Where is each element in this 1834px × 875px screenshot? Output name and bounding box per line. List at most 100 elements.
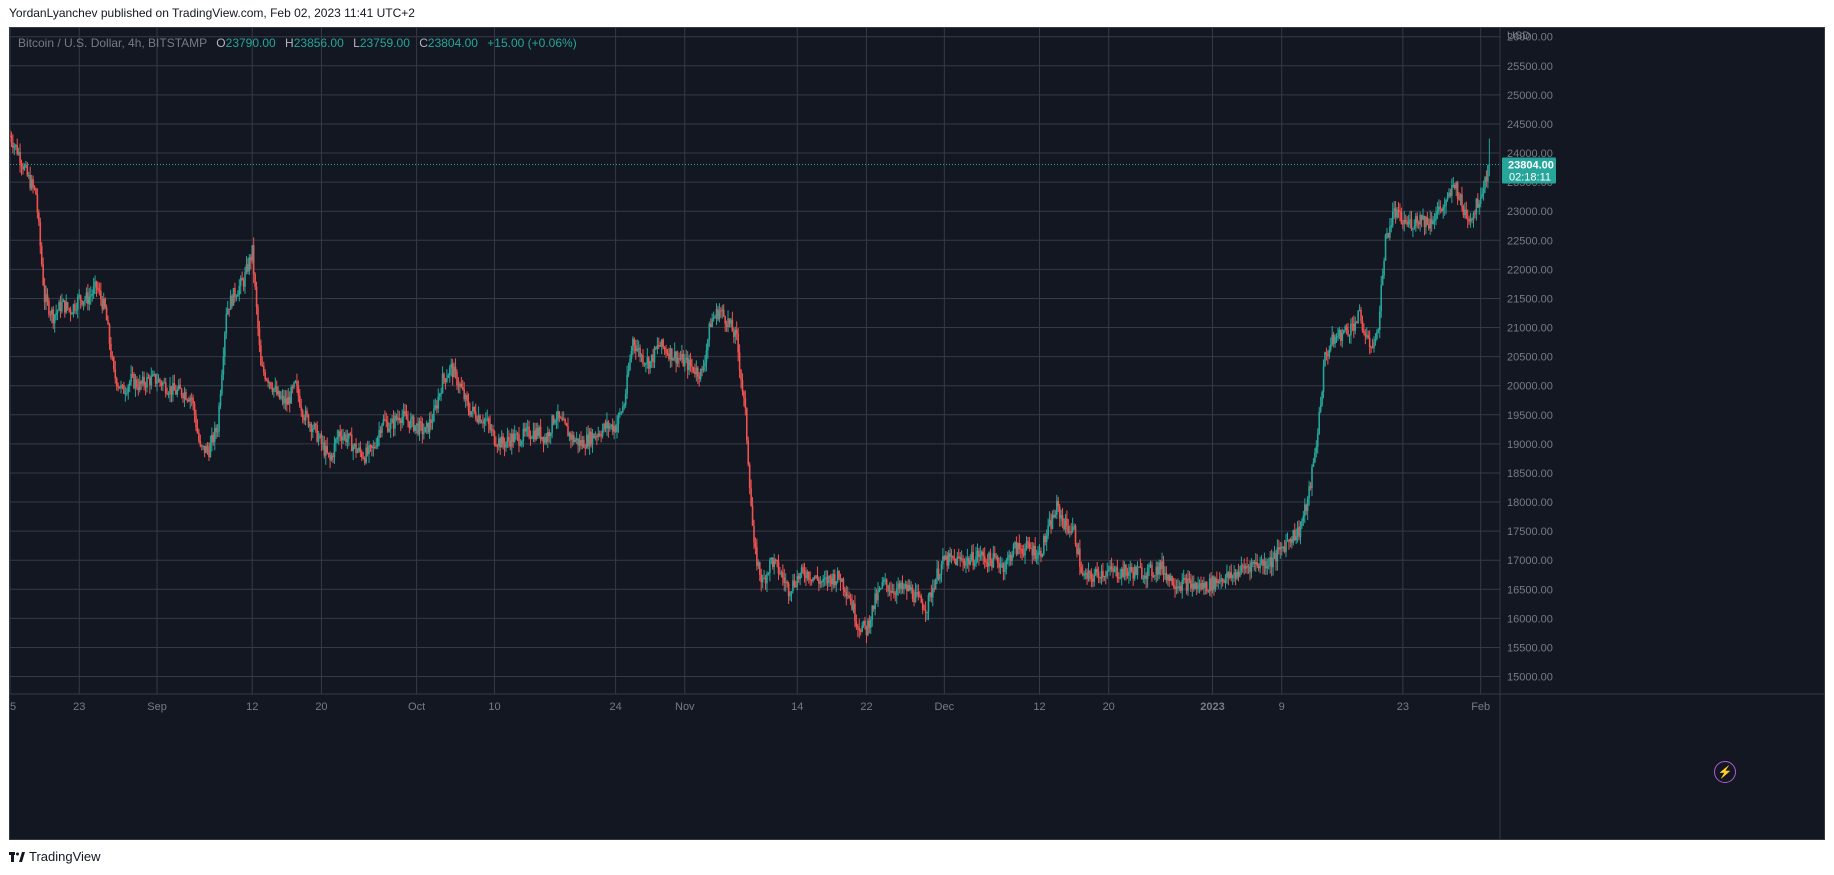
candle-body bbox=[123, 385, 125, 394]
candle-body bbox=[296, 381, 298, 386]
candlestick-chart[interactable]: 15000.00 15500.00 16000.00 16500.00 17000.00… bbox=[10, 28, 1825, 840]
candle-body bbox=[999, 564, 1002, 568]
candle-body bbox=[33, 186, 36, 189]
candle-body bbox=[881, 582, 884, 588]
candle-body bbox=[179, 384, 181, 389]
candle-body bbox=[630, 350, 633, 360]
candle-body bbox=[745, 408, 748, 441]
candle-body bbox=[763, 577, 765, 579]
candle-body bbox=[1096, 569, 1098, 572]
candle-body bbox=[943, 556, 946, 560]
candle-body bbox=[792, 580, 794, 592]
chart-pane[interactable]: 15000.00 15500.00 16000.00 16500.00 17000.00… bbox=[9, 27, 1825, 840]
candle-body bbox=[247, 264, 249, 272]
candle-body bbox=[1485, 176, 1488, 182]
candle-body bbox=[985, 561, 987, 563]
last-price-value: 23804.00 bbox=[1508, 159, 1554, 171]
candle-body bbox=[1025, 541, 1028, 549]
candle-body bbox=[29, 175, 31, 189]
candle-body bbox=[988, 552, 990, 567]
candle-body bbox=[1044, 536, 1047, 543]
candle-body bbox=[128, 381, 131, 387]
candle-body bbox=[1363, 330, 1365, 334]
candle-body bbox=[146, 377, 148, 388]
candle-body bbox=[1265, 561, 1267, 569]
candle-body bbox=[893, 591, 895, 594]
candle-body bbox=[810, 579, 813, 581]
candle-body bbox=[307, 414, 310, 427]
candle-body bbox=[953, 558, 956, 560]
candle-body bbox=[818, 579, 820, 584]
candle-body bbox=[1402, 223, 1404, 225]
low-value: 23759.00 bbox=[359, 36, 410, 50]
candle-body bbox=[352, 446, 354, 452]
candle-body bbox=[456, 371, 458, 386]
candle-body bbox=[108, 324, 111, 344]
candle-body bbox=[1116, 567, 1119, 578]
candle-body bbox=[358, 447, 360, 451]
candle-body bbox=[326, 446, 329, 453]
candle-body bbox=[1229, 572, 1231, 579]
candle-body bbox=[1214, 578, 1217, 590]
candle-body bbox=[375, 446, 378, 448]
candle-body bbox=[117, 386, 119, 388]
candle-body bbox=[1433, 219, 1436, 222]
candle-body bbox=[756, 547, 758, 566]
candle-body bbox=[1436, 210, 1439, 214]
price-axis[interactable]: 15000.00 15500.00 16000.00 16500.00 17000.00… bbox=[1507, 32, 1553, 684]
lightning-icon[interactable]: ⚡ bbox=[1714, 761, 1736, 783]
candle-body bbox=[1239, 571, 1241, 577]
candle-body bbox=[166, 393, 168, 395]
candle-body bbox=[864, 620, 866, 626]
candle-body bbox=[1120, 568, 1123, 578]
candle-body bbox=[275, 386, 278, 395]
candle-body bbox=[790, 591, 793, 595]
candle-body bbox=[356, 450, 359, 453]
candle-body bbox=[712, 317, 715, 320]
candle-body bbox=[1004, 569, 1006, 572]
candle-body bbox=[1040, 550, 1042, 557]
candle-body bbox=[376, 437, 379, 447]
candle-body bbox=[1071, 526, 1074, 532]
candle-body bbox=[113, 357, 115, 370]
candle-body bbox=[927, 595, 930, 612]
candle-body bbox=[1285, 541, 1287, 552]
candle-body bbox=[63, 300, 66, 313]
candle-body bbox=[333, 443, 336, 458]
candle-body bbox=[727, 318, 729, 327]
candle-body bbox=[898, 583, 901, 589]
time-tick-label: 10 bbox=[488, 701, 500, 713]
time-tick-label: 15 bbox=[10, 701, 16, 713]
candle-body bbox=[1415, 216, 1417, 226]
candle-body bbox=[317, 436, 320, 442]
footer-brand[interactable]: TradingView bbox=[9, 849, 101, 864]
candle-body bbox=[1032, 545, 1035, 556]
candle-body bbox=[277, 391, 279, 395]
candle-body bbox=[1119, 577, 1122, 579]
candle-body bbox=[89, 295, 92, 297]
candle-body bbox=[228, 308, 230, 310]
candle-body bbox=[1329, 344, 1332, 350]
candle-body bbox=[643, 363, 646, 365]
candle-body bbox=[1364, 333, 1367, 337]
candle-body bbox=[884, 579, 887, 581]
candle-body bbox=[1224, 577, 1227, 583]
candle-body bbox=[973, 564, 976, 566]
candle-body bbox=[1368, 337, 1371, 348]
candle-body bbox=[916, 592, 918, 594]
candle-body bbox=[291, 387, 294, 389]
candle-body bbox=[555, 420, 558, 422]
candle-body bbox=[1053, 514, 1055, 518]
candle-body bbox=[936, 568, 938, 580]
candle-body bbox=[359, 447, 362, 452]
candle-body bbox=[38, 212, 40, 222]
candle-body bbox=[823, 578, 826, 580]
candle-body bbox=[1322, 366, 1325, 392]
time-axis[interactable]: 15 23 Sep 12 20 Oct 10 24 Nov 14 22 Dec 12 20 2023 9 23 F… bbox=[10, 701, 1490, 713]
candle-body bbox=[1254, 562, 1257, 564]
candle-body bbox=[219, 393, 222, 406]
candle-body bbox=[13, 145, 16, 148]
candle-body bbox=[254, 274, 256, 287]
candle-body bbox=[669, 348, 672, 360]
candle-body bbox=[521, 441, 523, 446]
